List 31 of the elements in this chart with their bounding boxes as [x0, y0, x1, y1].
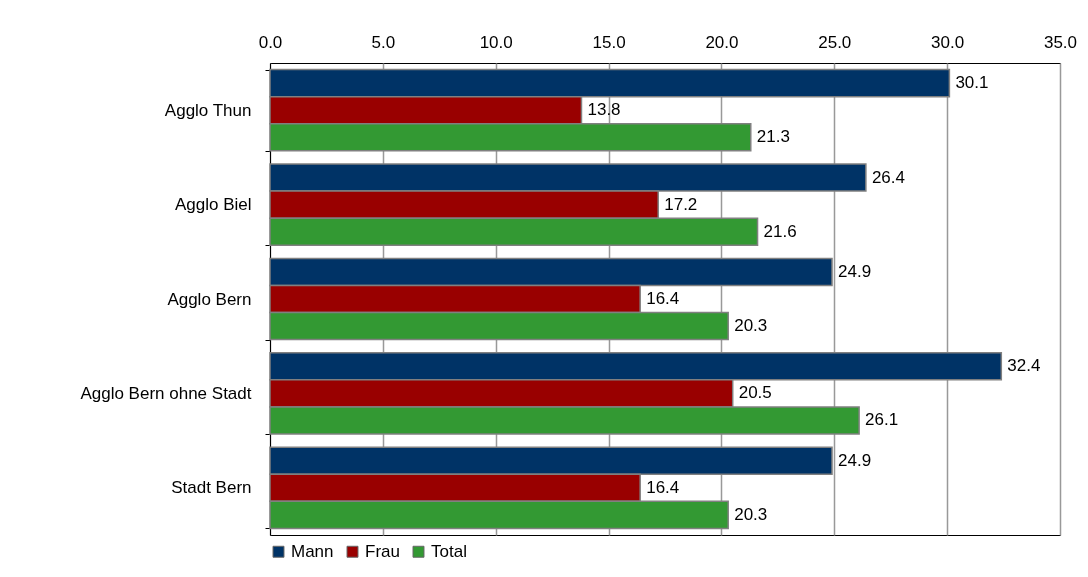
data-label: 30.1 [955, 73, 989, 93]
x-tick-label: 20.0 [705, 32, 739, 52]
data-label: 24.9 [838, 261, 872, 281]
y-tick-label: Stadt Bern [171, 478, 252, 498]
legend-label: Total [431, 541, 467, 561]
legend-label: Mann [291, 541, 334, 561]
x-tick-label: 10.0 [479, 32, 513, 52]
data-label: 16.4 [646, 477, 680, 497]
y-tick-label: Agglo Bern ohne Stadt [80, 383, 252, 403]
legend-label: Frau [365, 541, 400, 561]
data-label: 21.3 [756, 127, 790, 147]
y-tick-label: Agglo Bern [167, 289, 252, 309]
data-label: 24.9 [838, 450, 872, 470]
x-tick-label: 25.0 [818, 32, 852, 52]
x-tick-label: 15.0 [592, 32, 626, 52]
y-tick-label: Agglo Thun [164, 100, 252, 120]
data-label: 26.1 [865, 410, 899, 430]
data-label: 16.4 [646, 289, 680, 308]
x-tick-label: 0.0 [258, 32, 283, 52]
x-tick-label: 30.0 [931, 32, 965, 52]
x-tick-label: 35.0 [1043, 32, 1078, 52]
y-tick-label: Agglo Biel [174, 195, 252, 215]
data-label: 20.5 [738, 383, 772, 403]
x-tick-label: 5.0 [371, 32, 396, 52]
data-label: 21.6 [763, 221, 797, 241]
data-label: 26.4 [871, 167, 905, 187]
data-label: 17.2 [664, 194, 698, 214]
data-label: 13.8 [587, 100, 621, 120]
data-label: 20.3 [734, 504, 768, 524]
data-label: 20.3 [734, 316, 768, 336]
data-label: 32.4 [1007, 356, 1041, 376]
